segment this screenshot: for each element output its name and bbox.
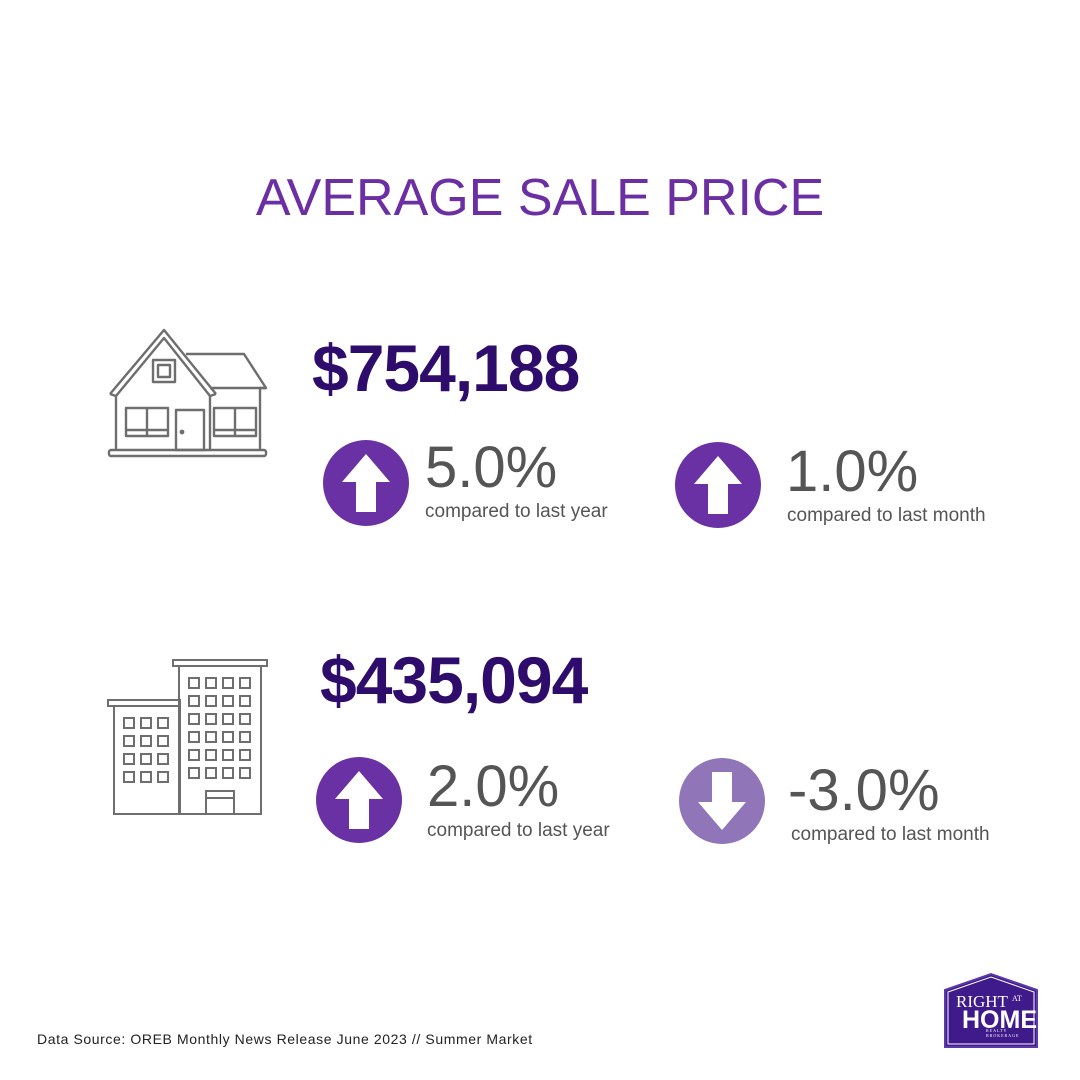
house-price: $754,188 — [312, 331, 580, 405]
stat-value: 1.0% — [786, 439, 919, 504]
stat-caption: compared to last year — [427, 820, 610, 841]
logo-line3: REALTY — [986, 1028, 1008, 1033]
stat-value: 5.0% — [425, 435, 558, 500]
stat-value: -3.0% — [788, 758, 940, 823]
right-at-home-logo: RIGHT AT HOME REALTY BROKERAGE — [942, 972, 1040, 1055]
condo-price: $435,094 — [320, 643, 588, 717]
logo-line2: HOME — [962, 1006, 1037, 1034]
up-arrow-icon — [323, 440, 409, 526]
logo-line4: BROKERAGE — [986, 1033, 1020, 1038]
data-source-footer: Data Source: OREB Monthly News Release J… — [37, 1031, 533, 1047]
down-arrow-icon — [679, 758, 765, 844]
logo-line1: RIGHT — [956, 992, 1008, 1011]
house-icon — [106, 328, 270, 467]
page-title: AVERAGE SALE PRICE — [255, 169, 825, 227]
stat-value: 2.0% — [427, 754, 560, 819]
up-arrow-icon — [316, 757, 402, 843]
up-arrow-icon — [675, 442, 761, 528]
stat-caption: compared to last year — [425, 501, 608, 522]
condo-building-icon — [106, 658, 270, 823]
logo-line1-small: AT — [1012, 994, 1022, 1003]
stat-caption: compared to last month — [787, 505, 986, 526]
stat-caption: compared to last month — [791, 824, 990, 845]
